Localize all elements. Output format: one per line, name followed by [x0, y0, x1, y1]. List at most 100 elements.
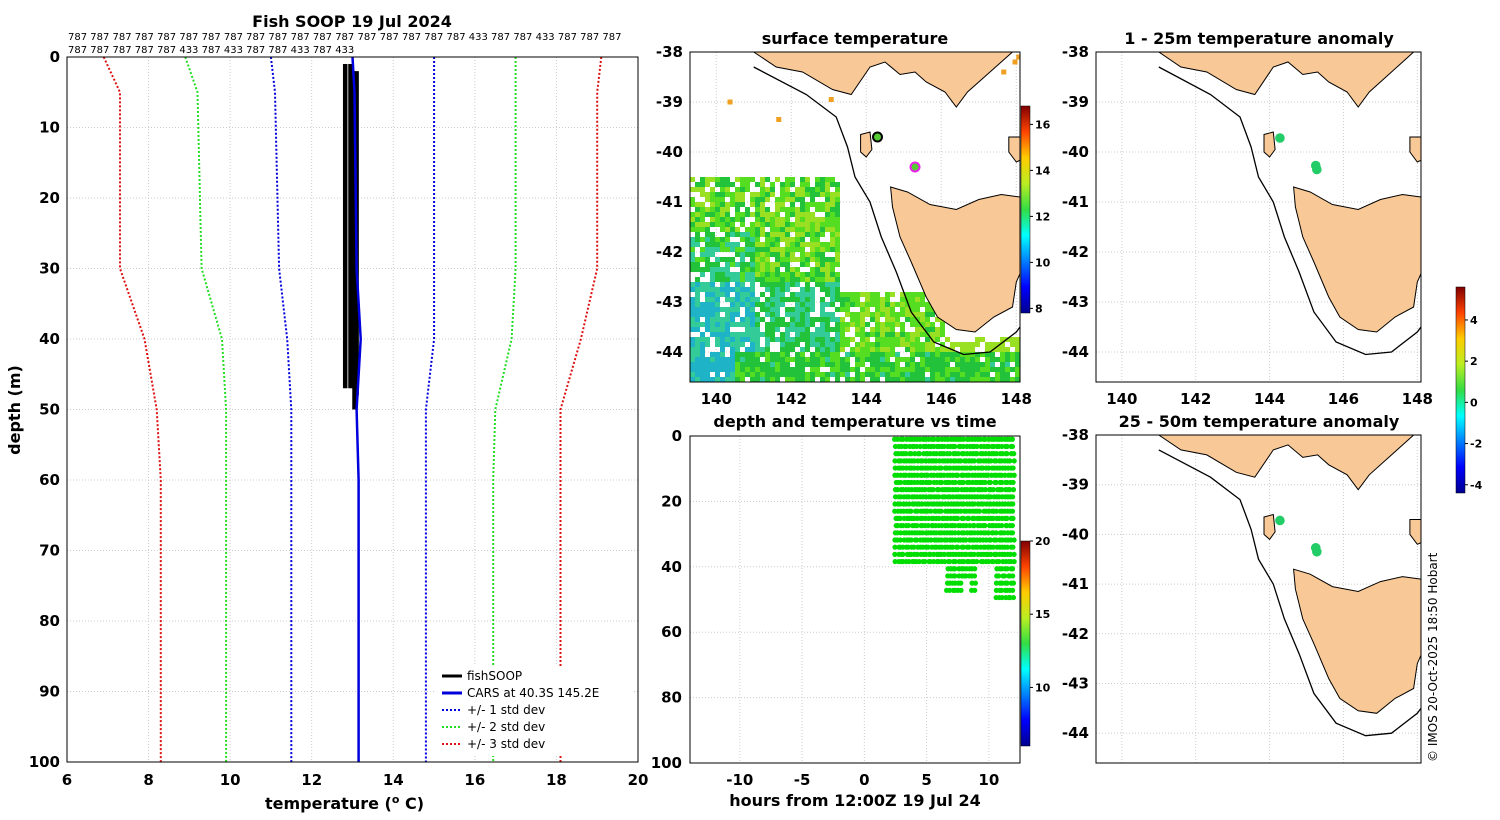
- sst-cell: [745, 182, 750, 187]
- sst-cell: [780, 277, 785, 282]
- depth-time-point: [892, 551, 898, 557]
- sst-cell: [690, 357, 695, 362]
- sst-cell: [895, 352, 900, 357]
- sst-cell: [760, 227, 765, 232]
- sst-cell: [690, 302, 695, 307]
- sst-cell: [810, 357, 815, 362]
- sst-cell: [935, 337, 940, 342]
- sst-cell: [810, 277, 815, 282]
- sst-cell: [840, 297, 845, 302]
- sst-cell: [740, 267, 745, 272]
- sst-cell: [795, 297, 800, 302]
- depth-time-point: [987, 537, 994, 543]
- sst-cell: [770, 377, 775, 382]
- sst-cell: [785, 237, 790, 242]
- anomaly-colorbar-label: 0: [1470, 396, 1478, 409]
- sst-cell: [915, 322, 920, 327]
- sst-cell: [805, 232, 810, 237]
- sst-cell: [775, 222, 780, 227]
- depth-time-point: [930, 487, 936, 493]
- sst-cell: [720, 237, 725, 242]
- depth-time-point: [999, 594, 1005, 601]
- sst-cell: [855, 372, 860, 377]
- depth-time-point: [914, 537, 920, 543]
- sst-cell: [770, 372, 775, 377]
- y-tick-label: 100: [651, 754, 682, 772]
- sst-cell: [785, 207, 790, 212]
- sst-cell: [845, 307, 850, 312]
- sst-cell: [695, 302, 700, 307]
- sst-cell: [785, 227, 790, 232]
- sst-cell: [775, 252, 780, 257]
- sst-cell: [700, 222, 705, 227]
- sst-cell: [700, 187, 705, 192]
- lat-tick-label: -43: [656, 293, 683, 311]
- sst-cell: [840, 367, 845, 372]
- sst-cell: [730, 217, 735, 222]
- depth-time-point: [960, 436, 966, 442]
- sst-cell: [745, 212, 750, 217]
- anomaly-deep-panel: 25 - 50m temperature anomaly -38-39-40-4…: [1062, 412, 1422, 764]
- sst-cell: [780, 272, 785, 277]
- sst-cell: [720, 377, 725, 382]
- sst-cell: [865, 322, 870, 327]
- sst-cell: [760, 177, 765, 182]
- sst-cell: [770, 317, 775, 322]
- sst-cell: [840, 342, 845, 347]
- sst-cell: [890, 332, 895, 337]
- sst-cell: [910, 342, 915, 347]
- lat-tick-label: -40: [656, 143, 683, 161]
- sst-cell: [805, 207, 810, 212]
- depth-time-point: [952, 573, 958, 579]
- sst-cell: [770, 182, 775, 187]
- sst-cell: [810, 272, 815, 277]
- sst-cell: [705, 247, 710, 252]
- sst-cell: [840, 317, 845, 322]
- sst-cell: [900, 372, 905, 377]
- sst-cell: [870, 312, 875, 317]
- sst-cell: [860, 322, 865, 327]
- sst-cell: [740, 272, 745, 277]
- sst-cell: [830, 342, 835, 347]
- sst-cell: [705, 257, 710, 262]
- sst-cell: [865, 367, 870, 372]
- sst-cell: [740, 182, 745, 187]
- sst-cell: [985, 367, 990, 372]
- depth-time-point: [982, 479, 988, 486]
- lat-tick-label: -41: [1062, 575, 1089, 593]
- sst-cell: [810, 337, 815, 342]
- sst-cell: [705, 357, 710, 362]
- sst-cell: [710, 237, 715, 242]
- sst-cell: [810, 242, 815, 247]
- y-tick-label: 20: [39, 189, 60, 207]
- sst-cell: [920, 377, 925, 382]
- sst-cell: [810, 232, 815, 237]
- sst-cell: [700, 372, 705, 377]
- sst-cell: [700, 267, 705, 272]
- sst-cell: [720, 207, 725, 212]
- sst-cell: [800, 202, 805, 207]
- depth-time-point: [958, 587, 964, 593]
- sst-cell: [775, 307, 780, 312]
- sst-cell: [770, 222, 775, 227]
- sst-cell: [835, 242, 840, 247]
- sst-cell: [805, 252, 810, 257]
- sst-cell: [695, 367, 700, 372]
- sst-cell: [740, 287, 745, 292]
- sst-cell: [695, 237, 700, 242]
- profile-panel: Fish SOOP 19 Jul 2024 787 787 787 787 78…: [5, 12, 648, 813]
- sst-cell: [725, 277, 730, 282]
- lat-tick-label: -44: [656, 343, 683, 361]
- depth-time-point: [955, 515, 961, 522]
- sst-cell: [795, 337, 800, 342]
- sst-cell: [800, 262, 805, 267]
- sst-cell: [1012, 59, 1018, 65]
- sst-cell: [880, 347, 885, 352]
- sst-cell: [840, 327, 845, 332]
- sst-cell: [830, 202, 835, 207]
- sst-cell: [770, 357, 775, 362]
- sst-cell: [720, 192, 725, 197]
- sst-cell: [690, 217, 695, 222]
- sst-cell: [845, 377, 850, 382]
- sst-cell: [1010, 377, 1015, 382]
